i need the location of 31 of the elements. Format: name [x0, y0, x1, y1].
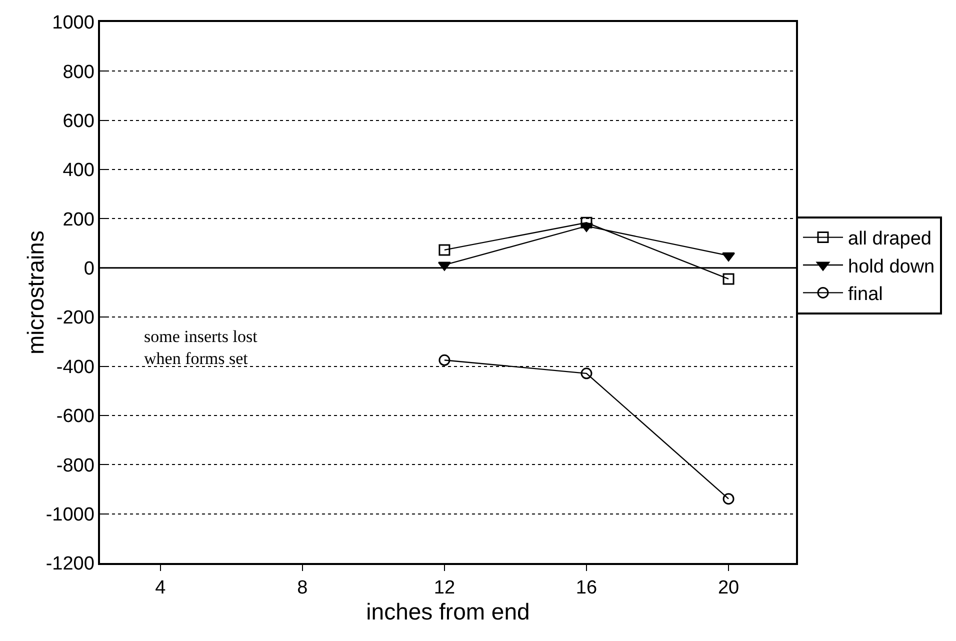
point [722, 252, 736, 262]
point [438, 262, 451, 271]
y-axis-title: microstrains [22, 230, 48, 354]
x-tick-label: 20 [718, 578, 740, 599]
x-tick-label: 8 [297, 578, 308, 599]
y-tick-label: 1000 [52, 12, 94, 34]
x-tick-label: 12 [434, 578, 456, 599]
y-tick-label: 0 [84, 258, 94, 280]
y-tick-label: 800 [62, 62, 94, 83]
x-tick-label: 4 [155, 578, 166, 599]
point [580, 216, 592, 228]
y-tick-label: -200 [56, 308, 94, 329]
y-tick-label: -1000 [46, 504, 94, 526]
y-tick-label: -600 [56, 406, 94, 428]
y-tick-label: -1200 [46, 554, 94, 575]
x-tick-label: 16 [576, 578, 598, 599]
point [580, 368, 592, 380]
y-tick-label: 200 [62, 209, 94, 230]
point [438, 354, 450, 366]
point [722, 493, 734, 505]
x-axis-title: inches from end [366, 598, 530, 625]
y-tick-label: -800 [56, 455, 94, 476]
point [438, 244, 450, 256]
annotation: some inserts lost when forms set [144, 327, 258, 368]
y-tick-label: 600 [62, 111, 94, 132]
legend-label: final [848, 284, 883, 306]
legend-label: all draped [848, 228, 932, 250]
y-tick-label: 400 [62, 160, 94, 182]
point [722, 273, 734, 285]
y-tick-label: -400 [56, 356, 94, 378]
legend-label: hold down [848, 256, 935, 278]
